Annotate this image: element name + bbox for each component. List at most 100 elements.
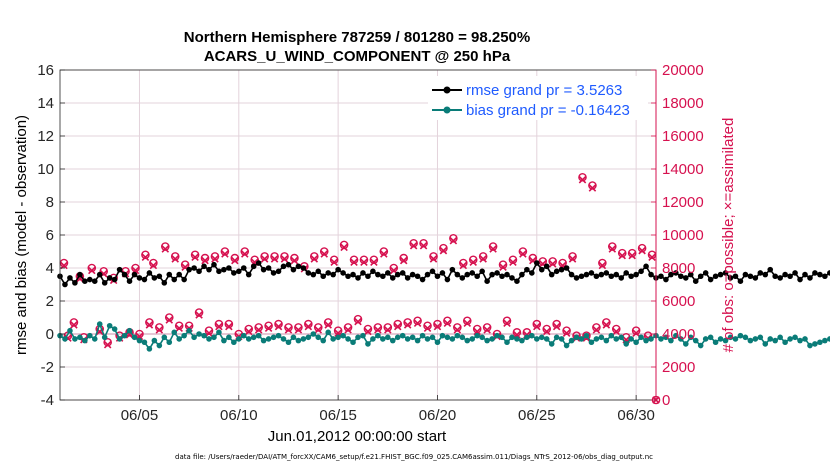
- rmse-point: [534, 260, 540, 266]
- rmse-point: [484, 278, 490, 285]
- obs-assimilated-stroke: [161, 245, 170, 253]
- rmse-point: [732, 273, 739, 280]
- obs-assimilated-stroke: [542, 327, 551, 336]
- rmse-point: [543, 263, 550, 270]
- bias-point: [434, 339, 441, 346]
- obs-assimilated-stroke: [344, 326, 352, 334]
- obs-assimilated-stroke: [141, 253, 150, 262]
- bias-point: [221, 337, 227, 344]
- bias-point: [687, 334, 694, 341]
- obs-assimilated-stroke: [568, 255, 577, 263]
- legend-bias-marker: [443, 106, 451, 114]
- rmse-point: [712, 273, 719, 280]
- obs-assimilated-marker: [274, 322, 283, 331]
- obs-assimilated-stroke: [221, 250, 229, 258]
- bias-point: [295, 337, 302, 344]
- obs-assimilated-marker: [304, 322, 313, 331]
- obs-assimilated-stroke: [459, 261, 468, 270]
- obs-assimilated-stroke: [628, 251, 636, 260]
- chart-title-line1: Northern Hemisphere 787259 / 801280 = 98…: [184, 29, 530, 46]
- bias-point: [67, 327, 73, 334]
- bias-point: [757, 334, 764, 341]
- rmse-point: [558, 266, 565, 273]
- obs-assimilated-marker: [552, 322, 561, 331]
- bias-point: [742, 334, 749, 341]
- obs-assimilated-stroke: [340, 243, 348, 252]
- obs-assimilated-stroke: [552, 322, 561, 331]
- rmse-point: [414, 273, 421, 280]
- x-tick-label: 06/20: [419, 407, 457, 424]
- bias-point: [489, 336, 495, 342]
- rmse-point: [141, 276, 148, 283]
- obs-assimilated-marker: [324, 321, 332, 329]
- obs-assimilated-marker: [350, 258, 358, 266]
- rmse-point: [345, 273, 351, 280]
- bias-point: [618, 334, 625, 341]
- obs-assimilated-stroke: [429, 255, 438, 263]
- obs-assimilated-stroke: [399, 256, 408, 265]
- bias-point: [171, 329, 178, 336]
- bias-point: [707, 334, 714, 341]
- obs-assimilated-marker: [519, 250, 527, 258]
- bias-point: [365, 341, 371, 347]
- rmse-point: [320, 273, 327, 280]
- obs-assimilated-marker: [628, 251, 636, 260]
- obs-assimilated-marker: [612, 327, 621, 336]
- rmse-point: [633, 271, 639, 278]
- bias-point: [201, 332, 207, 339]
- bias-point: [330, 336, 336, 342]
- obs-assimilated-stroke: [231, 256, 239, 265]
- rmse-point: [330, 271, 336, 278]
- rmse-point: [648, 271, 654, 278]
- rmse-point: [245, 271, 252, 278]
- rmse-point: [817, 271, 823, 278]
- obs-assimilated-stroke: [509, 258, 517, 266]
- bias-point: [126, 327, 133, 334]
- bias-point: [265, 336, 272, 342]
- x-tick-label: 06/15: [319, 407, 357, 424]
- bias-point: [524, 334, 530, 341]
- obs-assimilated-marker: [384, 326, 392, 334]
- rmse-point: [300, 265, 307, 271]
- bias-point: [454, 332, 461, 339]
- obs-assimilated-marker: [374, 326, 382, 334]
- obs-assimilated-marker: [270, 255, 279, 263]
- obs-assimilated-stroke: [423, 324, 432, 332]
- obs-assimilated-stroke: [588, 184, 597, 192]
- bias-point: [737, 332, 744, 339]
- y-left-tick-label: -4: [41, 392, 54, 409]
- bias-point: [325, 329, 332, 336]
- obs-assimilated-stroke: [149, 261, 158, 270]
- rmse-point: [126, 278, 133, 285]
- obs-assimilated-marker: [469, 258, 477, 266]
- rmse-point: [583, 271, 590, 278]
- rmse-point: [638, 268, 644, 275]
- obs-assimilated-stroke: [538, 260, 547, 268]
- obs-assimilated-marker: [284, 326, 293, 334]
- obs-assimilated-stroke: [473, 327, 481, 336]
- bias-point: [648, 336, 654, 342]
- obs-assimilated-marker: [632, 329, 640, 337]
- rmse-point: [613, 271, 620, 278]
- rmse-point: [707, 276, 714, 283]
- bias-point: [315, 334, 322, 341]
- bias-point: [385, 334, 391, 341]
- bias-point: [280, 336, 287, 342]
- bias-point: [77, 334, 83, 341]
- y-right-tick-label: 10000: [662, 227, 704, 244]
- bias-point: [598, 334, 605, 341]
- obs-assimilated-stroke: [354, 317, 362, 326]
- obs-assimilated-stroke: [334, 329, 342, 337]
- bias-point: [111, 326, 118, 332]
- bias-point: [787, 336, 793, 342]
- bias-point: [558, 336, 565, 342]
- rmse-point: [727, 275, 734, 281]
- bias-point: [678, 336, 684, 342]
- bias-point: [777, 334, 783, 341]
- obs-assimilated-stroke: [260, 255, 269, 263]
- rmse-point: [161, 280, 168, 286]
- obs-assimilated-marker: [638, 246, 646, 255]
- obs-assimilated-stroke: [393, 322, 402, 331]
- bias-point: [514, 336, 520, 342]
- obs-assimilated-stroke: [592, 326, 601, 334]
